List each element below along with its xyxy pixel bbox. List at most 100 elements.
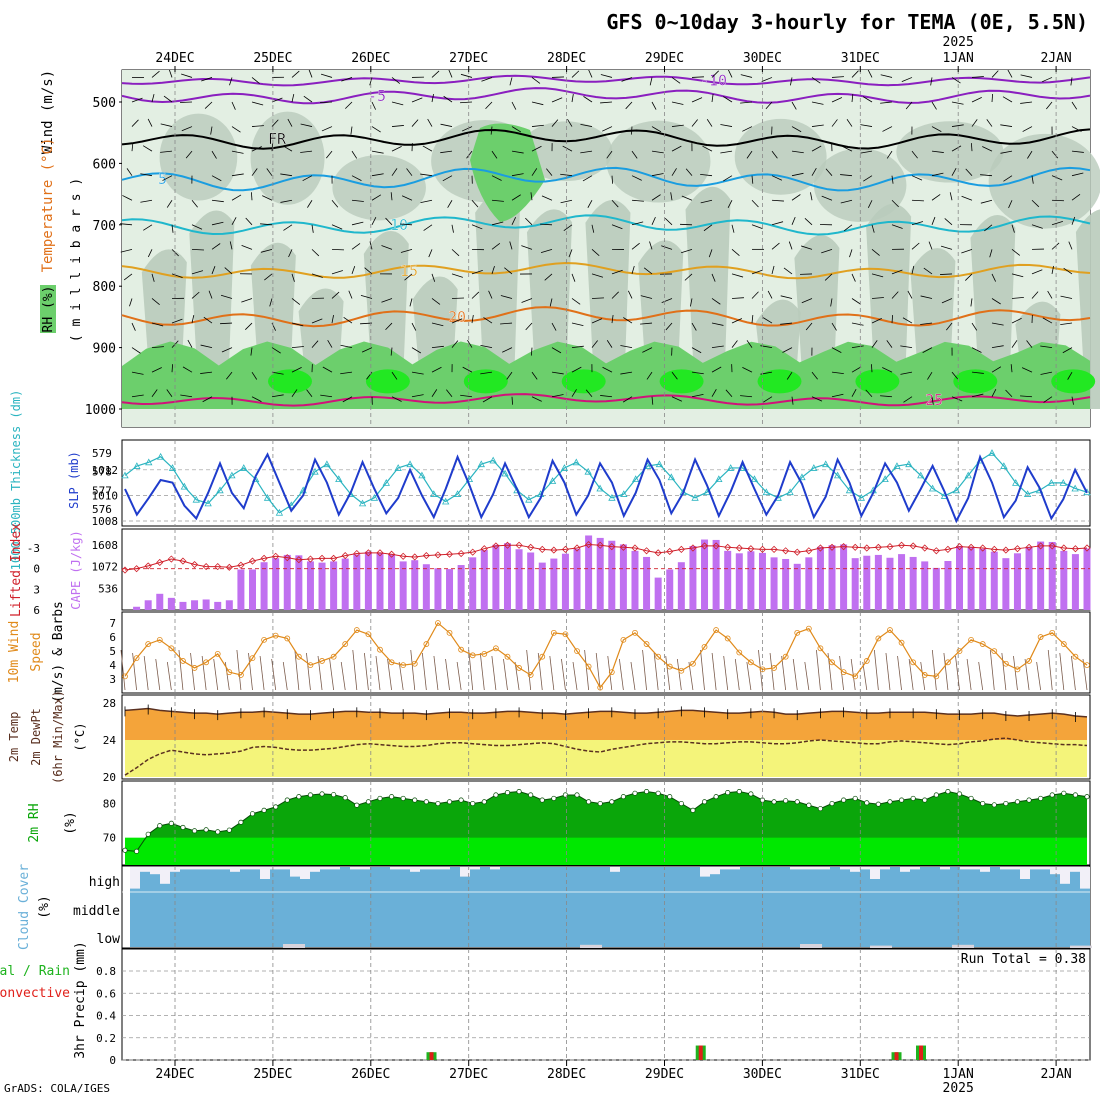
wind-barb bbox=[140, 173, 153, 177]
wind10-point bbox=[377, 646, 383, 653]
cloud-high-gap bbox=[1030, 867, 1040, 870]
lifted-point bbox=[445, 550, 454, 558]
wind-barb bbox=[782, 347, 793, 353]
wind-barb bbox=[264, 273, 273, 281]
cape-bar bbox=[133, 606, 141, 610]
rh2m-point bbox=[864, 800, 870, 806]
top-year-label: 2025 bbox=[943, 35, 974, 50]
wind-barb bbox=[280, 199, 293, 203]
wind-barb bbox=[551, 371, 564, 375]
thickness-point bbox=[465, 475, 474, 483]
wind-barb bbox=[720, 150, 733, 154]
wind-barb bbox=[226, 371, 233, 380]
wind-barb bbox=[504, 267, 513, 275]
wind-barb bbox=[1071, 216, 1076, 225]
wind-barb bbox=[651, 126, 662, 133]
wind-barb bbox=[187, 339, 193, 348]
wind-barb bbox=[420, 173, 433, 177]
wind-barb bbox=[591, 297, 604, 299]
cloud-high-gap bbox=[730, 867, 740, 870]
wind-barb bbox=[991, 298, 1001, 305]
wind-barb bbox=[851, 345, 864, 348]
thickness-point bbox=[810, 464, 818, 471]
wind-barb bbox=[846, 119, 853, 127]
wind-barb bbox=[251, 192, 253, 201]
wind-barb bbox=[251, 77, 260, 84]
wind-barb bbox=[511, 173, 524, 177]
thickness-point bbox=[905, 460, 913, 468]
rh2m-panel: 70 80 bbox=[103, 781, 1090, 865]
cape-bar bbox=[306, 561, 314, 610]
wind-barb-10m bbox=[653, 652, 659, 691]
wind-barb bbox=[791, 194, 801, 201]
wind-barb-10m bbox=[758, 649, 763, 691]
rh2m-point bbox=[922, 797, 928, 803]
lifted-point bbox=[863, 544, 871, 552]
lifted-point bbox=[596, 541, 604, 549]
wind-barb-10m bbox=[120, 649, 126, 691]
wind-barb bbox=[411, 119, 419, 127]
wind-barb bbox=[462, 366, 473, 373]
slp-line bbox=[124, 452, 1088, 524]
wind-barb bbox=[1000, 124, 1013, 127]
wind-barb-10m bbox=[155, 658, 161, 691]
wind-barb-10m bbox=[282, 661, 288, 691]
cape-bar bbox=[735, 553, 743, 610]
wind-barb bbox=[801, 245, 813, 250]
wind-barb bbox=[825, 168, 833, 176]
wind-barb bbox=[311, 249, 320, 257]
wind10-point bbox=[759, 666, 766, 673]
wind-barb bbox=[210, 126, 213, 135]
wind-barb bbox=[1000, 150, 1013, 154]
rh2m-point bbox=[389, 794, 395, 800]
wind-barb bbox=[560, 199, 573, 204]
wind-barb bbox=[1071, 396, 1074, 405]
wind-barb bbox=[731, 297, 744, 299]
wind-barb bbox=[563, 224, 573, 231]
wind-barb bbox=[661, 298, 673, 303]
rh2m-point bbox=[122, 847, 128, 853]
rh-90-region bbox=[365, 369, 410, 394]
wind-barb bbox=[541, 195, 553, 201]
wind10-point bbox=[678, 667, 685, 674]
wind10-point bbox=[342, 641, 349, 647]
wind-barb bbox=[691, 347, 702, 354]
wind-barb bbox=[711, 366, 722, 373]
wind-barb bbox=[471, 199, 479, 208]
thickness-point bbox=[192, 495, 200, 503]
wind-barb bbox=[511, 150, 524, 154]
isotherm-label: 20 bbox=[448, 308, 466, 326]
cloud-high-gap bbox=[290, 867, 300, 877]
wind-barb bbox=[811, 101, 824, 105]
wind-barb bbox=[984, 224, 993, 232]
wind-barb bbox=[131, 143, 134, 152]
rh2m-point bbox=[551, 795, 557, 801]
thickness-label: 1000-500mb Thickness (dm) bbox=[9, 390, 23, 571]
thickness-point bbox=[1000, 462, 1008, 469]
lifted-point bbox=[538, 545, 546, 553]
wind-barb-10m bbox=[1059, 652, 1065, 691]
wind-barb bbox=[303, 95, 313, 103]
wind-barb-10m bbox=[642, 649, 647, 691]
wind-barb bbox=[411, 97, 423, 103]
wind-barb bbox=[211, 221, 224, 226]
cloud-low-gap bbox=[580, 944, 602, 948]
wind-barb bbox=[306, 389, 313, 397]
wind-barb-10m bbox=[561, 658, 566, 691]
rh2m-point bbox=[273, 804, 279, 810]
upper-rh-swatch bbox=[40, 285, 56, 333]
cloud-high-gap bbox=[240, 867, 250, 870]
wind-barb bbox=[1040, 371, 1053, 375]
wind-barb bbox=[411, 394, 424, 398]
lifted-point bbox=[179, 557, 187, 565]
wind-barb-10m bbox=[468, 649, 474, 691]
rh2m-point bbox=[238, 819, 244, 825]
wind-barb bbox=[250, 347, 253, 356]
bottom-day-label: 28DEC bbox=[547, 1067, 586, 1082]
wind-barb bbox=[571, 366, 582, 373]
thickness-point bbox=[418, 471, 426, 479]
wind-barb bbox=[491, 199, 504, 202]
wind-barb bbox=[810, 192, 813, 201]
wind-barb-10m bbox=[1013, 655, 1018, 691]
wind-barb bbox=[923, 267, 933, 275]
